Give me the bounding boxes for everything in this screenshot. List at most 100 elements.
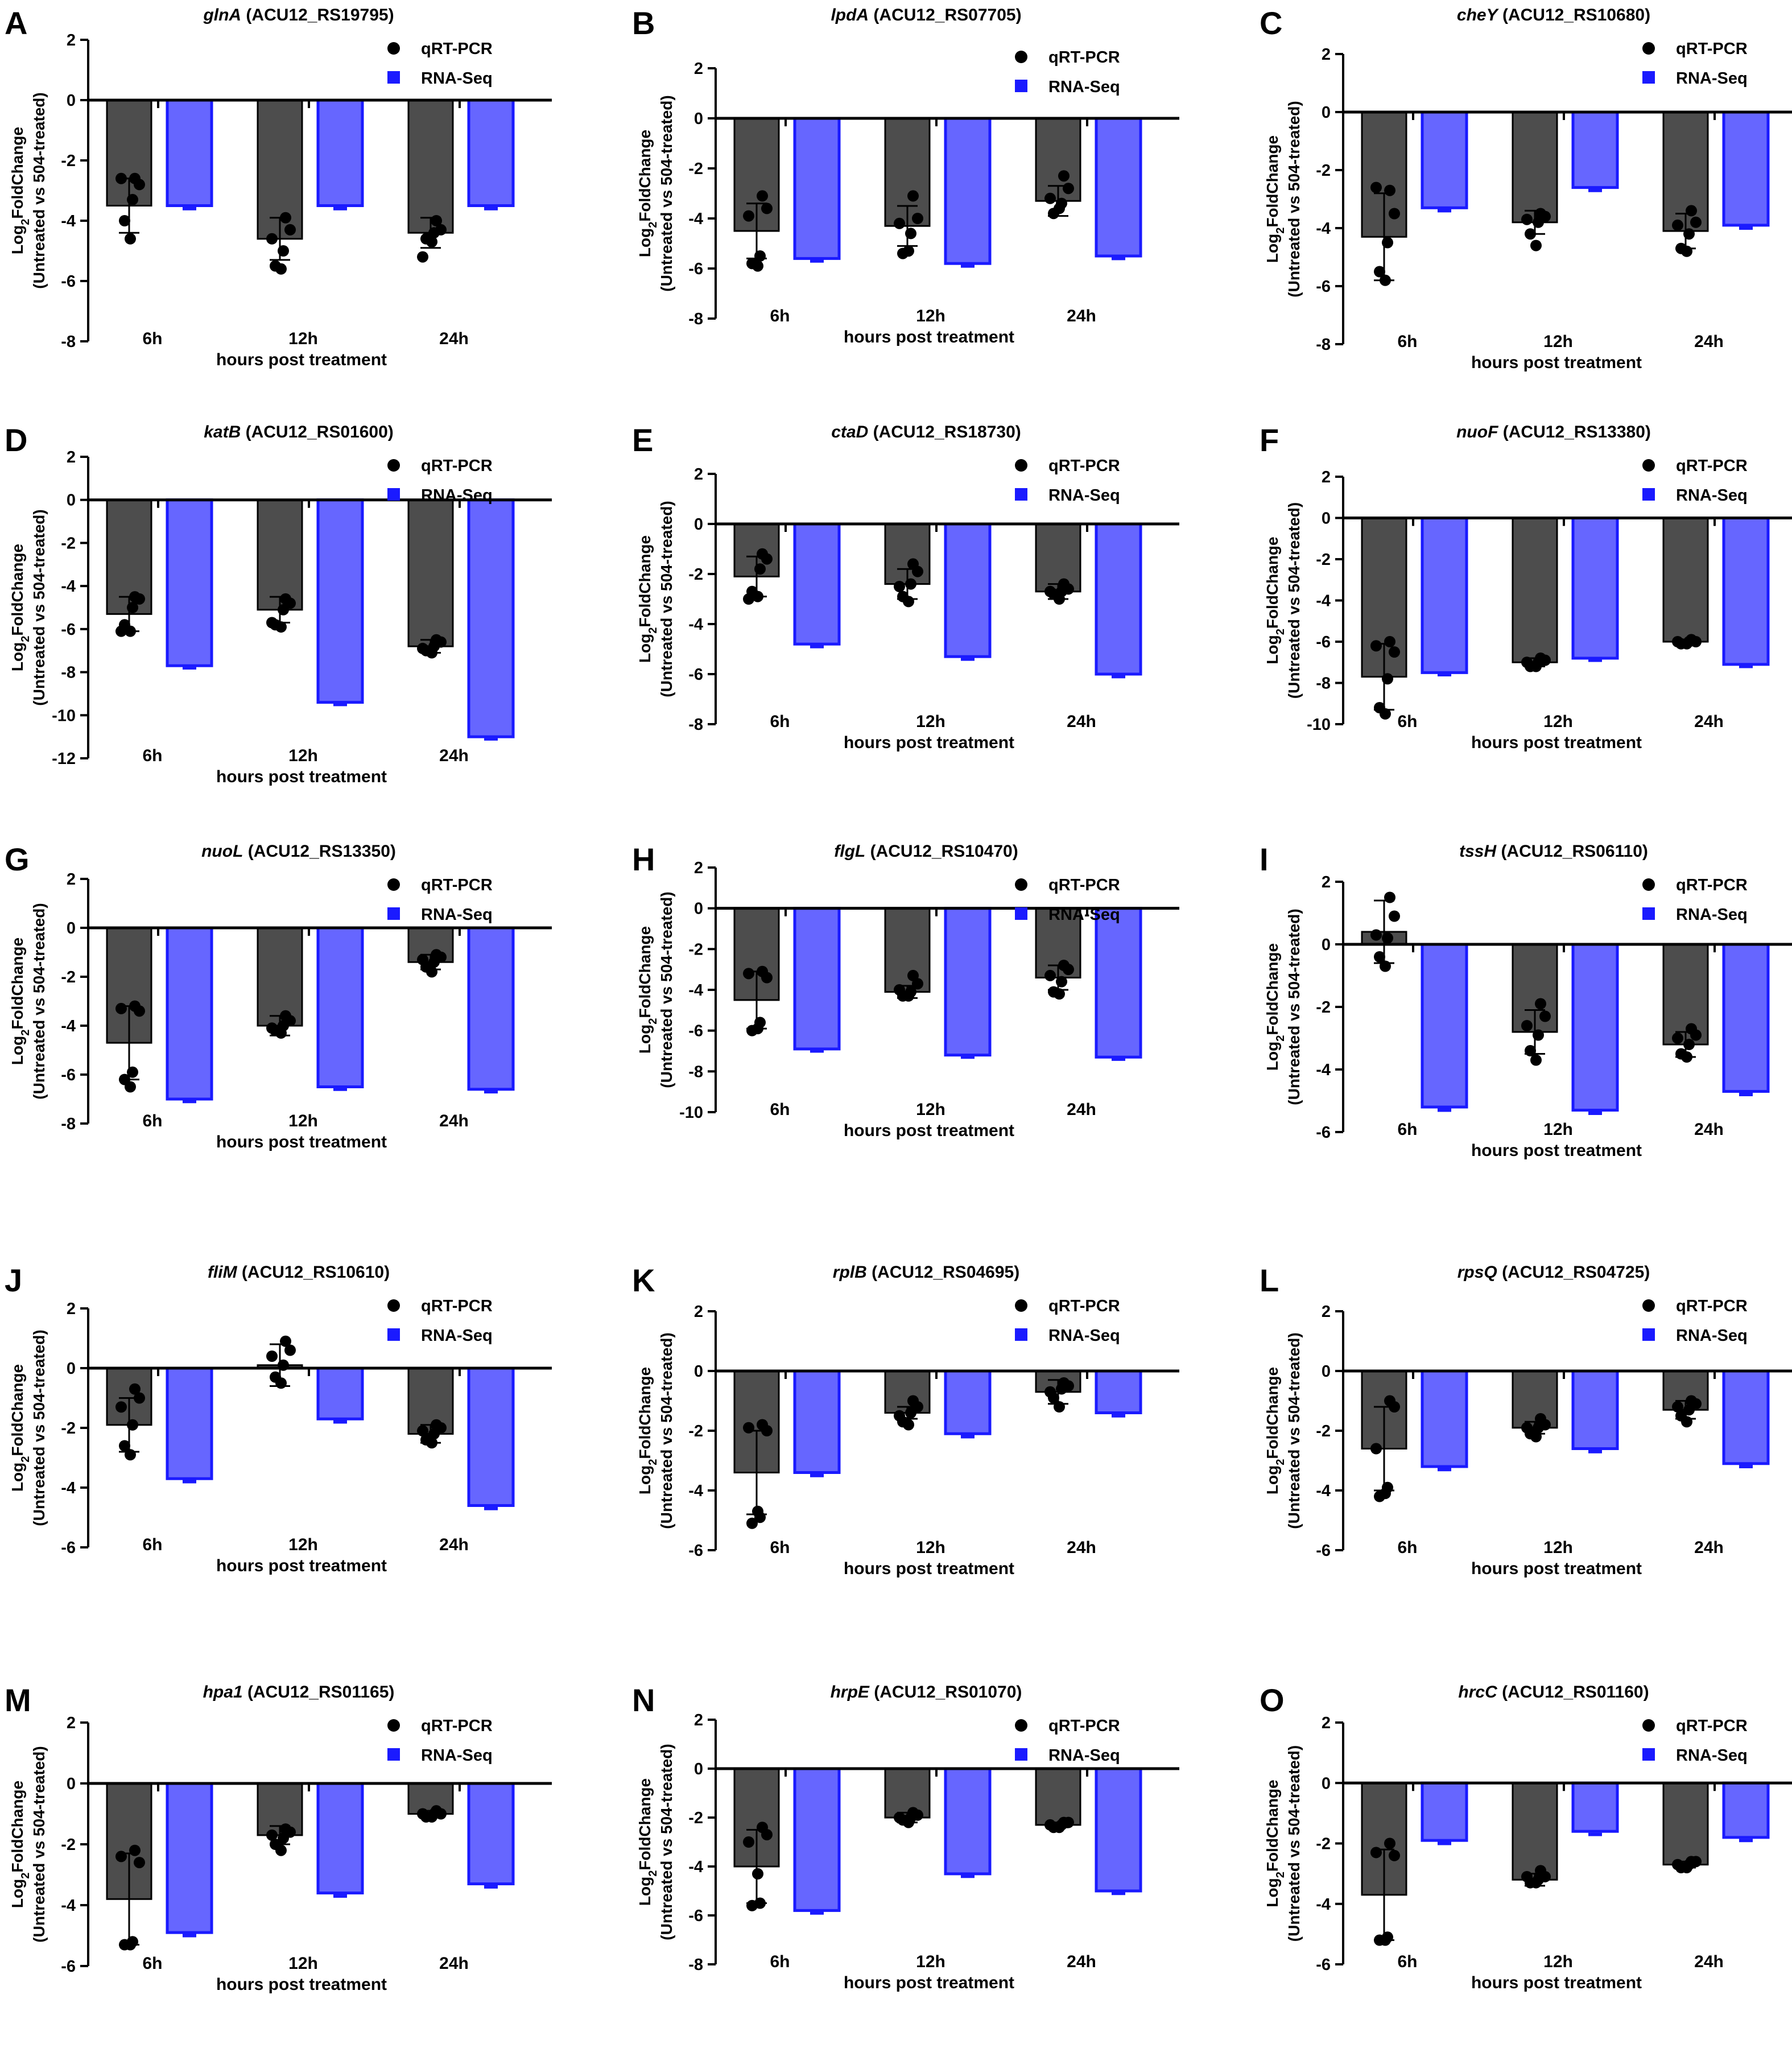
ylabel-log: Log [9, 225, 26, 254]
data-point [266, 233, 278, 245]
y-tick-label: -8 [688, 716, 703, 734]
data-point [129, 1844, 141, 1856]
ylabel-log: Log [636, 634, 654, 663]
panel-title: rplB (ACU12_RS04695) [833, 1263, 1019, 1282]
y-tick-label: 0 [1322, 936, 1331, 954]
data-point [912, 978, 923, 990]
ylabel-log: Log [9, 642, 26, 671]
data-point [1370, 929, 1382, 941]
data-point [280, 1335, 291, 1347]
ylabel-log: Log [636, 1877, 654, 1906]
legend-marker-rna [1642, 1748, 1655, 1761]
ylabel-rest: FoldChange [636, 926, 654, 1018]
data-point [417, 251, 428, 263]
data-point [1370, 640, 1382, 652]
y-tick-label: 2 [1322, 1303, 1331, 1321]
data-point [1530, 239, 1542, 251]
bar-rna-seq [944, 1767, 992, 1876]
legend-marker-qrt [1015, 1299, 1027, 1312]
locus-tag: (ACU12_RS10680) [1498, 6, 1650, 24]
y-axis-title: Log2FoldChange [1264, 943, 1287, 1071]
y-tick-label: -2 [1316, 1422, 1331, 1440]
data-point [905, 228, 916, 239]
y-tick-label: 0 [1322, 104, 1331, 122]
legend-marker-qrt [387, 459, 400, 472]
y-tick-label: -6 [61, 272, 76, 291]
bar-qrt-pcr [257, 927, 303, 1027]
locus-tag: (ACU12_RS19795) [241, 6, 394, 24]
data-point [1389, 1401, 1400, 1413]
ylabel-sub: 2 [647, 222, 659, 228]
bar-rna-seq [1722, 517, 1770, 666]
y-tick-label: -4 [688, 210, 703, 228]
y-axis-title-2: (Untreated vs 504-treated) [1285, 1332, 1303, 1529]
y-tick-label: -4 [61, 577, 76, 596]
x-category-label: 6h [770, 1100, 790, 1119]
ylabel-log: Log [1264, 635, 1281, 664]
ylabel-sub: 2 [19, 636, 32, 642]
legend-marker-qrt [1015, 878, 1027, 891]
x-category-label: 12h [288, 1954, 318, 1973]
gene-name: rplB [833, 1263, 867, 1282]
x-category-label: 24h [439, 746, 469, 765]
bar-qrt-pcr [1512, 1782, 1558, 1881]
data-point [1521, 1870, 1533, 1882]
y-tick-label: 2 [1322, 468, 1331, 486]
y-tick-label: -6 [61, 1066, 76, 1084]
x-axis-title: hours post treatment [844, 733, 1014, 752]
ylabel-log: Log [9, 1879, 26, 1908]
legend-marker-qrt [1642, 42, 1655, 55]
bar-rna-seq [1421, 1781, 1468, 1842]
x-axis-title: hours post treatment [216, 1556, 387, 1575]
bar-qrt-pcr [257, 499, 303, 611]
data-point [278, 1832, 289, 1844]
data-point [134, 1392, 145, 1404]
ylabel-rest: FoldChange [636, 130, 654, 222]
data-point [1384, 636, 1395, 647]
ylabel-log: Log [9, 1463, 26, 1492]
y-axis-title-2: (Untreated vs 504-treated) [30, 92, 48, 288]
ylabel-sub: 2 [19, 1030, 32, 1036]
data-point [1380, 274, 1391, 286]
data-point [1389, 910, 1400, 922]
y-tick-label: -6 [1316, 633, 1331, 651]
data-point [275, 263, 287, 275]
data-point [1530, 1431, 1542, 1443]
bar-rna-seq [1722, 943, 1770, 1093]
data-point [1384, 184, 1395, 196]
data-point [903, 990, 914, 1002]
y-axis-title-2: (Untreated vs 504-treated) [30, 509, 48, 705]
ylabel-sub: 2 [647, 1870, 659, 1877]
x-category-label: 12h [288, 1112, 318, 1130]
data-point [894, 1410, 905, 1422]
y-tick-label: -4 [688, 981, 703, 1000]
data-point [1672, 1401, 1683, 1413]
data-point [1690, 216, 1702, 228]
data-point [125, 1449, 136, 1461]
data-point [894, 1812, 905, 1823]
data-point [115, 1401, 127, 1413]
legend-marker-rna [1015, 80, 1027, 92]
data-point [266, 1351, 278, 1362]
legend-label-rna: RNA-Seq [421, 1327, 493, 1345]
x-category-label: 24h [1694, 712, 1724, 731]
data-point [115, 172, 127, 184]
data-point [761, 1829, 773, 1841]
locus-tag: (ACU12_RS01070) [869, 1683, 1022, 1702]
y-axis-title: Log2FoldChange [9, 127, 32, 254]
data-point [752, 1505, 763, 1517]
bar-rna-seq [1722, 1781, 1770, 1839]
data-point [1380, 1488, 1391, 1500]
legend-label-rna: RNA-Seq [1676, 69, 1748, 88]
data-point [752, 260, 763, 272]
panel-letter: G [5, 841, 30, 877]
data-point [134, 593, 145, 605]
data-point [1370, 1847, 1382, 1859]
data-point [1054, 203, 1065, 214]
data-point [1525, 228, 1536, 240]
data-point [266, 1022, 278, 1034]
